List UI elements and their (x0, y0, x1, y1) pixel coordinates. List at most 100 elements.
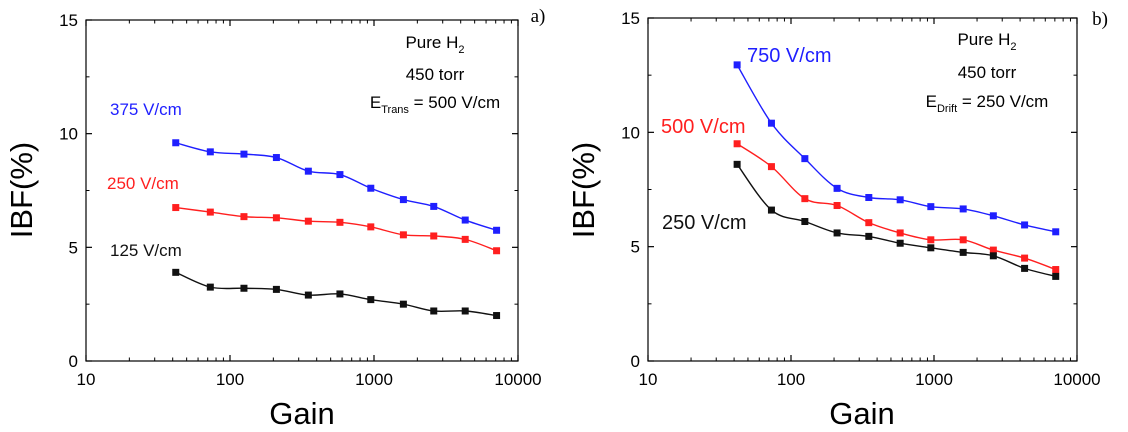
data-point (493, 312, 501, 320)
data-point (927, 244, 935, 252)
series-2: 500 V/cm (661, 116, 1060, 274)
chart-panel-1: 0 5 10 15 10 100 1000 10000 Gain IBF(%) a) Pure H2 4… (4, 6, 545, 431)
data-point (733, 140, 741, 148)
data-point (733, 160, 741, 168)
data-point (272, 214, 280, 222)
data-point (461, 307, 469, 315)
panel-letter: b) (1092, 9, 1108, 30)
series-label: 375 V/cm (110, 100, 182, 119)
annotation-line: EDrift = 250 V/cm (926, 92, 1049, 115)
data-point (959, 205, 967, 213)
data-point (304, 217, 312, 225)
series-line (175, 206, 497, 252)
data-point (399, 196, 407, 204)
y-tick-label: 10 (59, 125, 78, 144)
data-point (1021, 254, 1029, 262)
annotation-line: 450 torr (958, 63, 1017, 82)
series-line (736, 143, 1056, 271)
data-point (927, 236, 935, 244)
data-point (801, 218, 809, 226)
data-point (1021, 221, 1029, 229)
data-point (733, 61, 741, 69)
data-point (1021, 264, 1029, 272)
series-line (736, 64, 1056, 233)
x-tick-label: 1000 (355, 370, 393, 389)
data-point (430, 202, 438, 210)
data-point (336, 171, 344, 179)
annotation-line: Pure H2 (957, 30, 1016, 53)
data-point (833, 202, 841, 210)
x-axis-title: Gain (269, 396, 334, 431)
data-point (399, 300, 407, 308)
data-point (336, 290, 344, 298)
data-point (865, 232, 873, 240)
y-axis-title: IBF(%) (4, 142, 39, 238)
x-tick-label: 100 (216, 370, 244, 389)
data-point (399, 231, 407, 239)
data-point (461, 235, 469, 243)
data-point (959, 248, 967, 256)
chart-panel-2: 0 5 10 15 10 100 1000 10000 Gain IBF(%) b) Pure H2 4… (566, 9, 1108, 431)
data-point (430, 307, 438, 315)
series-2: 250 V/cm (107, 174, 501, 255)
x-axis-title: Gain (829, 396, 894, 431)
data-point (461, 216, 469, 224)
x-tick-label: 100 (777, 370, 805, 389)
data-point (367, 296, 375, 304)
data-point (927, 203, 935, 211)
data-point (272, 154, 280, 162)
data-point (865, 194, 873, 202)
data-point (896, 196, 904, 204)
data-point (206, 283, 214, 291)
series-label: 125 V/cm (110, 241, 182, 260)
data-point (959, 236, 967, 244)
data-point (833, 184, 841, 192)
x-tick-label: 10000 (494, 370, 541, 389)
y-tick-label: 15 (621, 9, 640, 28)
data-point (989, 212, 997, 220)
data-point (430, 232, 438, 240)
data-point (206, 148, 214, 156)
y-tick-label: 0 (69, 352, 78, 371)
data-point (240, 284, 248, 292)
data-point (367, 223, 375, 231)
data-point (896, 239, 904, 247)
data-point (1052, 228, 1060, 236)
y-axis-title: IBF(%) (566, 142, 601, 238)
data-point (367, 184, 375, 192)
series-line (175, 271, 497, 317)
data-point (767, 119, 775, 127)
data-point (240, 150, 248, 158)
series-1: 750 V/cm (733, 45, 1060, 236)
x-tick-label: 10 (77, 370, 96, 389)
data-point (493, 247, 501, 255)
data-point (172, 268, 180, 276)
series-line (175, 142, 497, 231)
series-1: 375 V/cm (110, 100, 501, 234)
data-point (767, 163, 775, 171)
y-tick-label: 15 (59, 11, 78, 30)
data-point (304, 167, 312, 175)
data-point (493, 226, 501, 234)
series-label: 500 V/cm (661, 116, 745, 138)
x-tick-label: 1000 (915, 370, 953, 389)
y-tick-label: 5 (631, 238, 640, 257)
annotation-line: Pure H2 (405, 33, 464, 56)
data-point (206, 208, 214, 216)
x-tick-label: 10 (639, 370, 658, 389)
series-label: 250 V/cm (107, 174, 179, 193)
data-point (989, 246, 997, 254)
x-tick-label: 10000 (1053, 370, 1100, 389)
data-point (767, 206, 775, 214)
data-point (1052, 266, 1060, 274)
data-point (896, 229, 904, 237)
annotation-line: 450 torr (406, 65, 465, 84)
y-tick-label: 0 (631, 352, 640, 371)
data-point (865, 219, 873, 227)
series-3: 125 V/cm (110, 241, 501, 320)
series-3: 250 V/cm (662, 160, 1060, 280)
data-point (304, 291, 312, 299)
y-tick-label: 10 (621, 123, 640, 142)
data-point (172, 139, 180, 147)
